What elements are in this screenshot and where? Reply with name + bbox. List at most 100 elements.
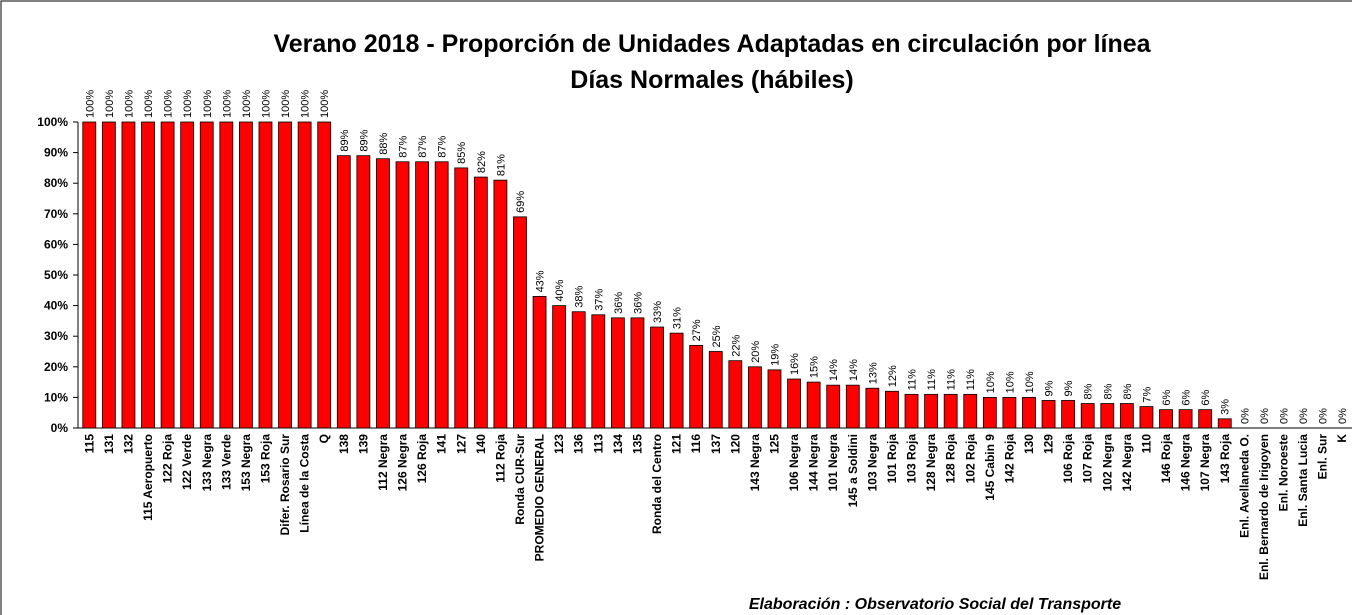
bar xyxy=(376,158,390,429)
x-tick-label: 142 Negra xyxy=(1120,434,1134,492)
bar xyxy=(180,121,195,429)
data-label: 6% xyxy=(1161,390,1173,406)
x-tick-label: 101 Negra xyxy=(826,434,840,492)
data-label: 87% xyxy=(417,136,429,158)
data-label: 0% xyxy=(1337,408,1349,424)
bar xyxy=(336,155,351,429)
x-tick-label: 121 xyxy=(670,434,684,454)
x-tick-label: 127 xyxy=(454,434,468,454)
x-tick-label: 146 Negra xyxy=(1179,434,1193,492)
x-tick-label: 137 xyxy=(709,434,723,454)
x-tick-label: Línea de la Costa xyxy=(298,434,312,533)
data-label: 100% xyxy=(163,90,175,118)
bar xyxy=(1061,400,1076,429)
bar xyxy=(121,121,136,429)
bar xyxy=(82,121,97,429)
y-tick-label: 90% xyxy=(44,146,68,160)
x-tick-label: 128 Roja xyxy=(944,434,958,484)
data-label: 87% xyxy=(437,136,449,158)
bar xyxy=(1119,403,1134,429)
x-tick-label: Ronda del Centro xyxy=(650,434,664,534)
x-tick-label: Enl. Bernardo de Irigoyen xyxy=(1257,434,1271,580)
x-tick-label: 112 Roja xyxy=(493,434,507,483)
data-label: 8% xyxy=(1102,383,1114,399)
data-label: 12% xyxy=(887,365,899,387)
x-tick-label: 110 xyxy=(1139,434,1153,454)
bar xyxy=(199,121,214,429)
y-tick-label: 80% xyxy=(44,176,68,190)
bar xyxy=(434,161,449,429)
bar xyxy=(591,314,606,429)
x-tick-label: Difer. Rosario Sur xyxy=(278,434,292,536)
bar xyxy=(513,216,527,429)
x-tick-label: 122 Verde xyxy=(180,434,194,490)
x-tick-label: 126 Roja xyxy=(415,434,429,484)
data-label: 8% xyxy=(1122,383,1134,399)
x-tick-label: 142 Roja xyxy=(1002,434,1016,484)
y-tick-label: 70% xyxy=(44,207,68,221)
bar xyxy=(1178,409,1193,429)
bar xyxy=(1100,403,1115,429)
data-label: 0% xyxy=(1278,408,1290,424)
bar xyxy=(1198,409,1213,429)
data-label: 31% xyxy=(672,307,684,329)
data-label: 25% xyxy=(711,325,723,347)
data-label: 27% xyxy=(691,319,703,341)
data-label: 20% xyxy=(750,341,762,363)
data-label: 19% xyxy=(769,344,781,366)
bar xyxy=(239,121,253,429)
data-label: 81% xyxy=(495,154,507,176)
data-label: 37% xyxy=(593,289,605,311)
chart-title: Verano 2018 - Proporción de Unidades Ada… xyxy=(273,30,1151,58)
bar xyxy=(1041,400,1056,429)
bar xyxy=(865,387,880,429)
data-label: 36% xyxy=(613,292,625,314)
bar xyxy=(395,161,410,429)
x-tick-label: 134 xyxy=(611,434,625,454)
x-tick-label: 130 xyxy=(1022,434,1036,454)
x-tick-label: 123 xyxy=(552,434,566,454)
data-label: 14% xyxy=(848,359,860,381)
x-tick-label: 132 xyxy=(121,434,135,454)
data-label: 22% xyxy=(730,334,742,356)
x-tick-label: 112 Negra xyxy=(376,434,390,491)
data-label: 10% xyxy=(1004,371,1016,393)
x-tick-label: Q xyxy=(317,434,331,443)
y-tick-label: 100% xyxy=(37,115,68,129)
x-tick-label: 136 xyxy=(572,434,586,454)
bar xyxy=(1159,409,1173,429)
data-label: 100% xyxy=(143,90,155,118)
data-label: 8% xyxy=(1083,383,1095,399)
bar xyxy=(278,121,292,429)
data-label: 10% xyxy=(985,371,997,393)
x-tick-label: 107 Negra xyxy=(1198,434,1212,492)
data-label: 88% xyxy=(378,132,390,154)
bar xyxy=(924,393,938,429)
data-label: 7% xyxy=(1141,386,1153,402)
bar xyxy=(943,393,958,429)
x-tick-label: 139 xyxy=(356,434,370,454)
data-label: 100% xyxy=(221,90,233,118)
x-tick-label: 101 Roja xyxy=(885,434,899,484)
data-label: 38% xyxy=(574,285,586,307)
y-tick-label: 10% xyxy=(44,390,68,404)
y-tick-label: 50% xyxy=(44,268,68,282)
x-tick-label: Enl. Avellaneda O. xyxy=(1237,434,1251,538)
data-label: 13% xyxy=(867,362,879,384)
bar xyxy=(963,393,978,429)
data-label: 82% xyxy=(476,151,488,173)
x-tick-label: 103 Roja xyxy=(905,434,919,484)
bar xyxy=(160,121,175,429)
bar xyxy=(708,351,723,429)
x-tick-label: Enl. Santa Lucia xyxy=(1296,434,1310,527)
data-label: 100% xyxy=(260,90,272,118)
bar xyxy=(317,121,332,429)
bar xyxy=(845,384,860,429)
data-label: 89% xyxy=(339,129,351,151)
x-tick-label: 102 Negra xyxy=(1100,434,1114,492)
y-tick-label: 60% xyxy=(44,237,68,251)
bar xyxy=(885,390,899,429)
x-tick-label: 126 Negra xyxy=(396,434,410,492)
data-label: 100% xyxy=(202,90,214,118)
x-tick-label: 140 xyxy=(474,434,488,454)
